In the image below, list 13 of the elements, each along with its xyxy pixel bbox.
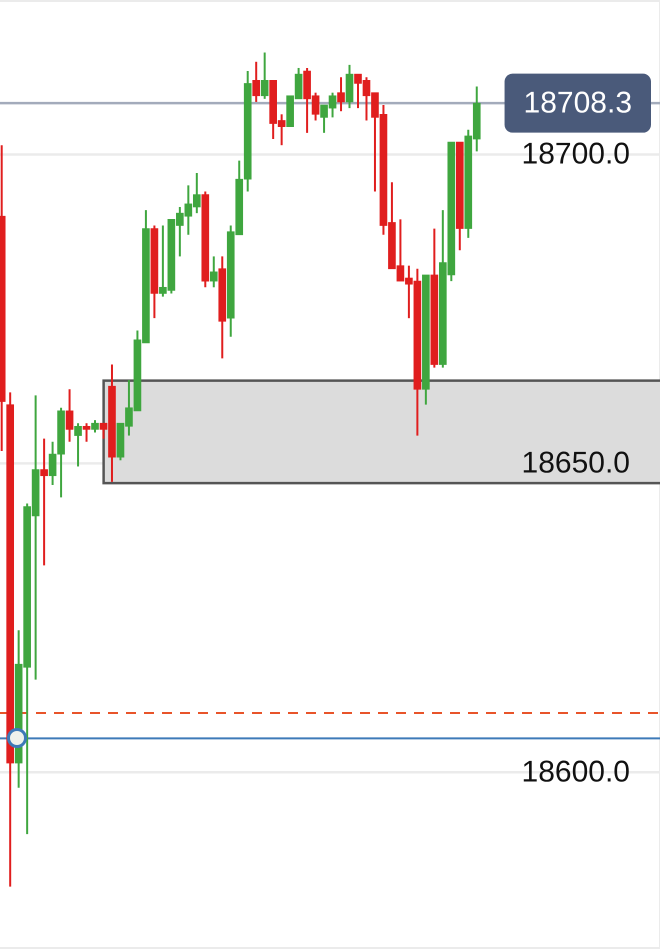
candlestick	[260, 52, 269, 100]
candlestick	[66, 388, 74, 443]
candlestick	[82, 422, 90, 443]
y-tick-label: 18600.0	[522, 756, 630, 789]
y-tick-label: 18650.0	[522, 446, 630, 480]
candlestick	[210, 255, 218, 288]
candlestick	[337, 76, 345, 112]
candlestick	[252, 60, 260, 103]
candlestick	[91, 419, 99, 434]
candlestick	[40, 438, 48, 566]
candlestick	[74, 422, 82, 468]
y-tick-label: 18700.0	[522, 138, 630, 171]
ref-line-label: 18708.3	[524, 86, 632, 120]
